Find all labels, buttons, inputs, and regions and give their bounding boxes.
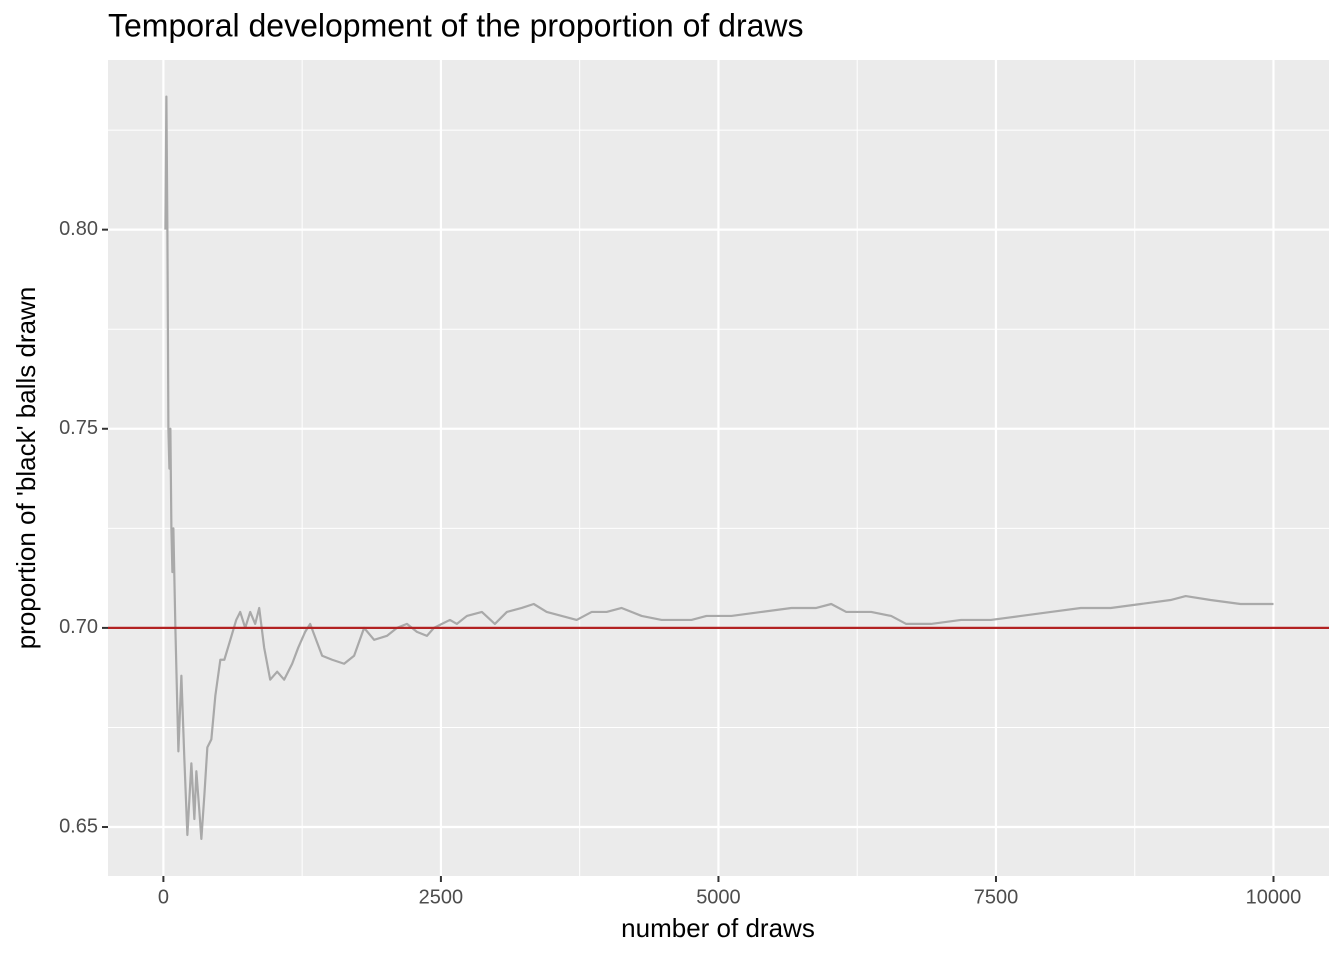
y-tick-label: 0.80 — [59, 218, 98, 240]
x-tick-label: 0 — [158, 886, 169, 908]
x-tick-label: 5000 — [696, 886, 741, 908]
y-tick-label: 0.65 — [59, 815, 98, 837]
chart-title: Temporal development of the proportion o… — [108, 7, 804, 43]
y-axis-title: proportion of 'black' balls drawn — [11, 287, 41, 650]
data-line — [164, 95, 1274, 841]
x-tick-label: 10000 — [1246, 886, 1302, 908]
y-tick-label: 0.70 — [59, 616, 98, 638]
y-tick-label: 0.75 — [59, 417, 98, 439]
x-tick-label: 7500 — [974, 886, 1019, 908]
x-tick-label: 2500 — [419, 886, 464, 908]
x-axis-title: number of draws — [621, 913, 815, 943]
